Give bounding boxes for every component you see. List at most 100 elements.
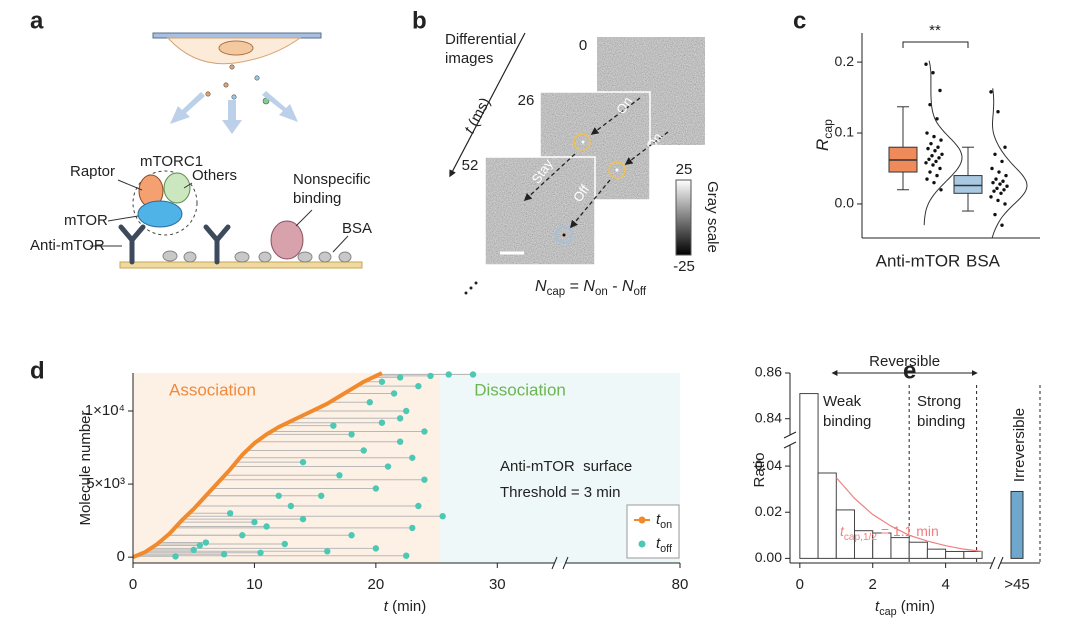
off-point [469, 371, 477, 378]
y-tick-label: 0.84 [755, 409, 782, 425]
bsa-label: BSA [342, 220, 372, 237]
off-point [239, 532, 246, 539]
fit-label-part: t [840, 523, 845, 539]
off-point [409, 454, 416, 461]
y-axis-label-part: R [813, 139, 832, 151]
off-point [403, 552, 410, 559]
x-axis-label: tcap (min) [875, 598, 935, 618]
x-tick-label: 4 [941, 576, 949, 593]
y-tick-label: 0.02 [755, 503, 782, 519]
bar [817, 472, 837, 559]
point [1002, 188, 1006, 192]
region-label: Dissociation [474, 380, 566, 399]
off-point [378, 378, 386, 385]
point [996, 198, 1000, 203]
formula-part: cap [547, 286, 566, 298]
spot-circle [608, 161, 626, 179]
x-tick-label: >45 [1004, 576, 1029, 593]
y-tick-label: 0.00 [755, 549, 782, 565]
complex-outline [132, 170, 198, 236]
slide [152, 32, 322, 39]
others [163, 172, 191, 204]
spot-circle [555, 226, 573, 244]
y-tick-label: 0 [117, 548, 125, 565]
y-tick-label: 0.2 [835, 53, 855, 69]
y-tick-label: 5×10³ [86, 475, 125, 492]
off-point [299, 515, 307, 523]
x-axis-label-part: (min) [388, 598, 426, 615]
box [953, 175, 983, 194]
colorbar [675, 179, 692, 256]
point [929, 141, 933, 146]
antibody-label: Anti-mTOR [30, 237, 105, 254]
point [997, 170, 1001, 174]
point [996, 110, 1000, 114]
off-point [409, 524, 416, 532]
panel-letter: c [793, 7, 806, 34]
off-point [403, 407, 410, 415]
x-tick-label: 0 [796, 576, 804, 593]
leader-lines [90, 179, 349, 253]
point [1001, 179, 1005, 183]
off-point [421, 476, 428, 483]
off-point [396, 438, 404, 445]
images-title: images [445, 50, 493, 67]
panel-letter: b [412, 7, 427, 34]
complex-label: mTORC1 [140, 153, 203, 170]
diffusion-arrows [170, 91, 298, 134]
bar [926, 548, 947, 559]
x-tick-label: BSA [966, 251, 1001, 270]
x-axis-label-part: cap [879, 606, 896, 618]
panel-a-drawing [90, 32, 363, 269]
off-point [220, 551, 228, 558]
point [994, 177, 998, 181]
time-arrow [449, 32, 526, 178]
point [991, 180, 995, 185]
nucleus [218, 40, 254, 56]
legend-marker [638, 540, 646, 548]
point [993, 152, 997, 156]
off-point [366, 399, 373, 406]
point [938, 166, 942, 171]
others-label: Others [192, 167, 237, 184]
y-axis-label: Rcap [813, 119, 835, 151]
off-point [378, 419, 386, 426]
point [925, 131, 929, 135]
legend-label-part: off [660, 543, 673, 555]
x-axis-label-part: t [875, 598, 880, 615]
frame [485, 157, 595, 265]
point [935, 173, 939, 178]
y-tick-label: 0.1 [835, 124, 855, 140]
legend-label: toff [656, 535, 673, 555]
off-point [396, 415, 404, 422]
point [1000, 223, 1004, 227]
released-molecules [205, 64, 270, 105]
x-tick-label: 0 [129, 576, 137, 593]
legend-label-part: t [656, 535, 661, 552]
point [998, 182, 1002, 186]
y-axis-label: Ratio [751, 452, 768, 487]
violin [923, 60, 963, 226]
frame-time: 0 [579, 37, 587, 54]
point [928, 102, 932, 107]
point [940, 152, 944, 156]
point [937, 156, 941, 160]
off-point [330, 422, 337, 429]
point [989, 90, 993, 94]
y-tick-label: 0.0 [835, 195, 855, 211]
point [932, 134, 936, 139]
point [927, 157, 931, 161]
frame-time: 52 [462, 157, 479, 174]
axis-break [783, 431, 797, 449]
substrate [119, 261, 363, 269]
mtor-label: mTOR [64, 212, 108, 229]
nonspecific-protein [270, 220, 304, 260]
y-tick-label: 0.04 [755, 457, 782, 473]
x-tick-label: Anti-mTOR [876, 251, 961, 270]
x-tick-label: 30 [489, 576, 506, 593]
formula: Ncap = Non - Noff [535, 278, 647, 298]
off-point [384, 463, 392, 470]
x-tick-label: 20 [368, 576, 385, 593]
point [989, 195, 993, 199]
panel-b-drawing [449, 32, 705, 295]
